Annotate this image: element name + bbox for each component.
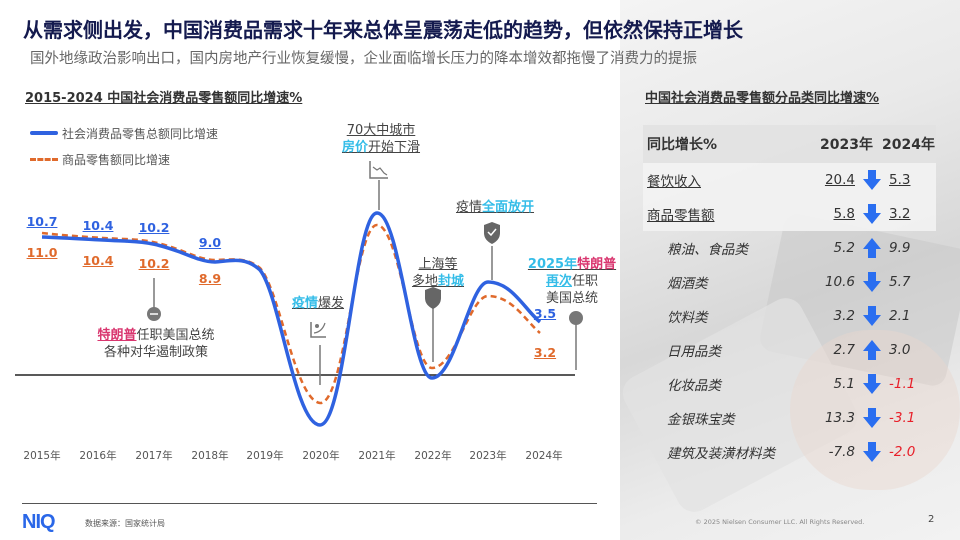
x-label: 2015年 bbox=[23, 450, 61, 462]
header-2024: 2024年 bbox=[882, 137, 935, 153]
arrow-down-icon bbox=[855, 373, 889, 395]
pin-dot bbox=[569, 311, 583, 325]
table-row: 烟酒类 10.6 5.7 bbox=[643, 265, 936, 299]
data-source: 数据来源：国家统计局 bbox=[85, 519, 165, 528]
arrow-down-icon bbox=[855, 305, 889, 327]
data-label-total-2015: 10.7 bbox=[26, 214, 58, 229]
arrow-down-icon bbox=[855, 271, 889, 293]
annotation-covid-reopening: 疫情全面放开 bbox=[455, 200, 535, 215]
annotation-trump-second-term: 2025年特朗普 再次任职 美国总统 bbox=[527, 257, 617, 306]
x-label: 2023年 bbox=[469, 450, 507, 462]
header-2023: 2023年 bbox=[820, 137, 873, 153]
data-label-goods-2018: 8.9 bbox=[198, 271, 222, 286]
data-label-total-2016: 10.4 bbox=[82, 218, 114, 233]
niq-logo: NIQ bbox=[22, 511, 56, 533]
page-title: 从需求侧出发，中国消费品需求十年来总体呈震荡走低的趋势，但依然保持正增长 bbox=[23, 18, 743, 42]
data-label-total-2017: 10.2 bbox=[138, 220, 170, 235]
legend-solid-line-icon bbox=[30, 131, 58, 135]
x-label: 2022年 bbox=[414, 450, 452, 462]
footer-divider bbox=[22, 503, 597, 504]
data-label-goods-2016: 10.4 bbox=[82, 253, 114, 268]
legend-label: 商品零售额同比增速 bbox=[62, 152, 171, 167]
annotation-trump-first-term: 特朗普任职美国总统 各种对华遏制政策 bbox=[97, 328, 215, 360]
table-header: 同比增长% 2023年 2024年 bbox=[643, 125, 936, 163]
table-row: 粮油、食品类 5.2 9.9 bbox=[643, 231, 936, 265]
legend-label: 社会消费品零售总额同比增速 bbox=[62, 126, 219, 141]
table-row: 商品零售额 5.8 3.2 bbox=[643, 197, 936, 231]
legend-item-total: 社会消费品零售总额同比增速 bbox=[30, 120, 218, 146]
x-label: 2018年 bbox=[191, 450, 229, 462]
table-row: 日用品类 2.7 3.0 bbox=[643, 333, 936, 367]
virus-shield-icon bbox=[425, 287, 441, 309]
x-label: 2021年 bbox=[358, 450, 396, 462]
x-label: 2024年 bbox=[525, 450, 563, 462]
arrow-down-icon bbox=[855, 203, 889, 225]
arrow-down-icon bbox=[855, 441, 889, 463]
x-axis-labels: 2015年 2016年 2017年 2018年 2019年 2020年 2021… bbox=[0, 448, 600, 464]
data-label-total-2024: 3.5 bbox=[533, 306, 557, 321]
chart-title: 2015-2024 中国社会消费品零售额同比增速% bbox=[25, 91, 303, 106]
chart-legend: 社会消费品零售总额同比增速 商品零售额同比增速 bbox=[30, 120, 218, 172]
data-label-total-2018: 9.0 bbox=[198, 235, 222, 250]
copyright-notice: © 2025 Nielsen Consumer LLC. All Rights … bbox=[695, 518, 865, 526]
table-title: 中国社会消费品零售额分品类同比增速% bbox=[645, 91, 880, 106]
data-label-goods-2015: 11.0 bbox=[26, 245, 58, 260]
data-label-goods-2024: 3.2 bbox=[533, 345, 557, 360]
header-category: 同比增长% bbox=[647, 137, 718, 153]
table-row: 金银珠宝类 13.3 -3.1 bbox=[643, 401, 936, 435]
page-subtitle: 国外地缘政治影响出口，国内房地产行业恢复缓慢，企业面临增长压力的降本增效都拖慢了… bbox=[30, 51, 697, 67]
category-growth-table: 同比增长% 2023年 2024年 餐饮收入 20.4 5.3 商品零售额 5.… bbox=[643, 125, 936, 469]
table-row: 建筑及装潢材料类 -7.8 -2.0 bbox=[643, 435, 936, 469]
table-row: 饮料类 3.2 2.1 bbox=[643, 299, 936, 333]
legend-dashed-line-icon bbox=[30, 157, 58, 161]
arrow-down-icon bbox=[855, 169, 889, 191]
annotation-housing-price-decline: 70大中城市 房价开始下滑 bbox=[341, 123, 421, 155]
price-decline-chart-icon bbox=[369, 161, 388, 179]
line-chart bbox=[15, 161, 583, 427]
virus-growth-icon bbox=[310, 322, 326, 338]
annotation-covid-outbreak: 疫情爆发 bbox=[291, 296, 345, 311]
x-label: 2017年 bbox=[135, 450, 173, 462]
data-label-goods-2017: 10.2 bbox=[138, 256, 170, 271]
total-retail-line bbox=[41, 211, 542, 427]
x-label: 2016年 bbox=[79, 450, 117, 462]
x-label: 2019年 bbox=[246, 450, 284, 462]
table-row: 化妆品类 5.1 -1.1 bbox=[643, 367, 936, 401]
legend-item-goods: 商品零售额同比增速 bbox=[30, 146, 218, 172]
x-label: 2020年 bbox=[302, 450, 340, 462]
annotation-shanghai-lockdown: 上海等 多地封城 bbox=[411, 257, 465, 289]
page-number: 2 bbox=[928, 514, 935, 525]
arrow-down-icon bbox=[855, 407, 889, 429]
arrow-up-icon bbox=[855, 237, 889, 259]
table-row: 餐饮收入 20.4 5.3 bbox=[643, 163, 936, 197]
arrow-up-icon bbox=[855, 339, 889, 361]
goods-retail-line bbox=[41, 223, 541, 405]
